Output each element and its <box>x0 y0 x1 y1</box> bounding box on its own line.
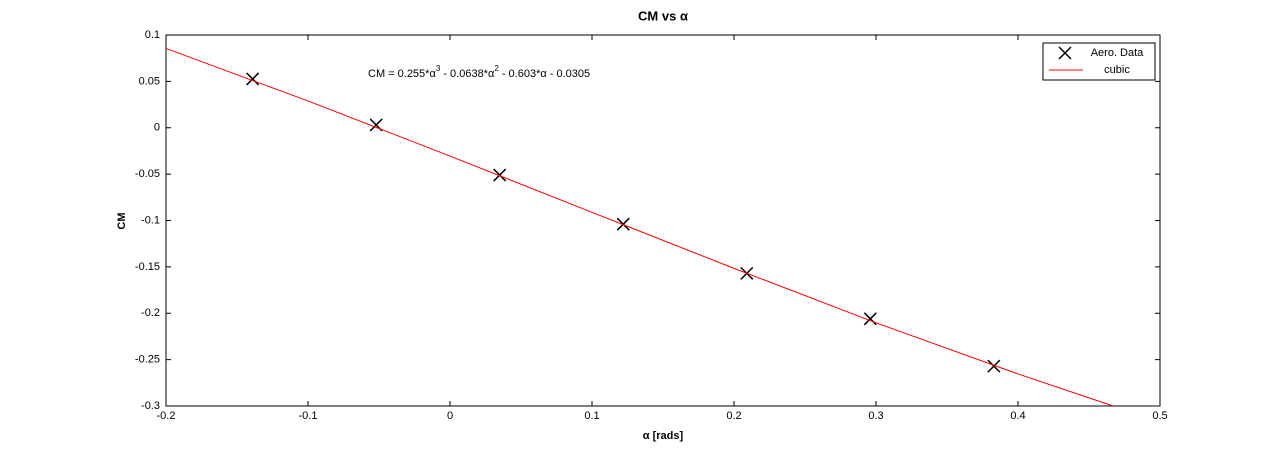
x-tick-label: 0.2 <box>726 410 741 422</box>
x-tick-label: 0.5 <box>1152 410 1167 422</box>
y-tick-label: 0.05 <box>139 75 160 87</box>
x-tick-label: -0.1 <box>299 410 318 422</box>
x-axis-label: α [rads] <box>643 430 684 442</box>
y-tick-label: 0 <box>154 122 160 134</box>
y-tick-label: -0.15 <box>135 261 160 273</box>
fit-line <box>165 47 1114 407</box>
x-tick-label: 0 <box>447 410 453 422</box>
y-tick-label: -0.2 <box>141 307 160 319</box>
data-point <box>987 359 1001 373</box>
x-tick-label: 0.4 <box>1010 410 1025 422</box>
annotation-exponent: 3 <box>436 64 441 73</box>
annotation-part: - 0.0638*α <box>440 68 495 80</box>
x-tick-label: 0.1 <box>584 410 599 422</box>
plot-area <box>165 34 1161 407</box>
y-axis-label: CM <box>116 212 128 229</box>
y-tick-label: -0.3 <box>141 400 160 412</box>
data-point <box>246 72 260 86</box>
data-point <box>493 168 507 182</box>
y-tick-label: -0.1 <box>141 214 160 226</box>
annotation-part: - 0.603*α - 0.0305 <box>499 68 590 80</box>
chart-title: CM vs α <box>638 8 688 23</box>
annotation-exponent: 2 <box>494 64 499 73</box>
y-tick-label: -0.05 <box>135 168 160 180</box>
x-tick-label: 0.3 <box>868 410 883 422</box>
y-tick-label: -0.25 <box>135 354 160 366</box>
x-tick-label: -0.2 <box>157 410 176 422</box>
data-point <box>863 312 877 326</box>
y-tick-label: 0.1 <box>145 29 160 41</box>
legend-label: cubic <box>1104 64 1130 76</box>
annotation-part: CM = 0.255*α <box>368 68 436 80</box>
legend-label: Aero. Data <box>1091 47 1144 59</box>
legend-marker <box>1058 46 1072 60</box>
equation-annotation: CM = 0.255*α3 - 0.0638*α2 - 0.603*α - 0.… <box>368 64 590 80</box>
